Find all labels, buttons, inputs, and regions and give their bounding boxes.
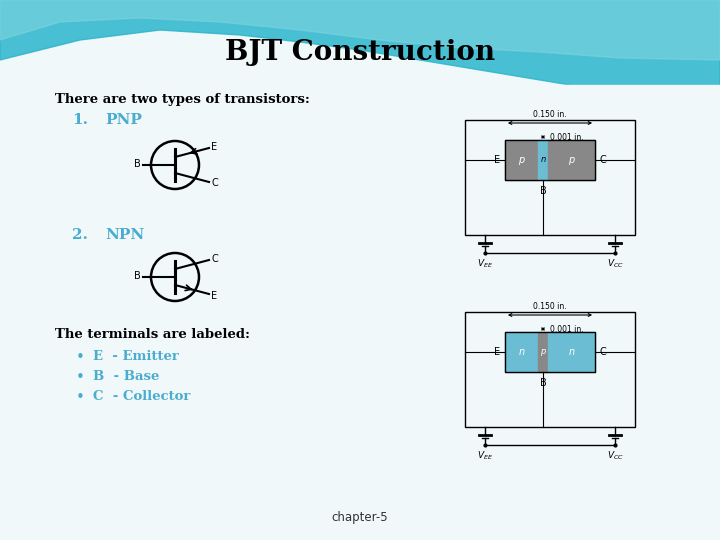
Polygon shape	[0, 85, 720, 540]
Text: PNP: PNP	[105, 113, 142, 127]
Text: E: E	[211, 142, 217, 152]
Text: There are two types of transistors:: There are two types of transistors:	[55, 93, 310, 106]
Text: B: B	[134, 271, 141, 281]
Text: $V_{EE}$: $V_{EE}$	[477, 257, 493, 269]
Text: p: p	[518, 155, 525, 165]
Text: The terminals are labeled:: The terminals are labeled:	[55, 328, 250, 341]
Text: •: •	[76, 389, 84, 404]
Text: B: B	[134, 159, 141, 169]
Text: C: C	[600, 347, 607, 357]
Text: p: p	[568, 155, 575, 165]
Bar	[505, 140, 595, 180]
Bar	[465, 312, 635, 427]
Bar	[465, 120, 635, 235]
Text: E: E	[494, 155, 500, 165]
Text: B: B	[539, 378, 546, 388]
Text: chapter-5: chapter-5	[332, 511, 388, 524]
Text: E  - Emitter: E - Emitter	[93, 350, 179, 363]
Bar	[505, 140, 538, 180]
Polygon shape	[0, 0, 720, 95]
Text: 2.: 2.	[72, 228, 88, 242]
Text: n: n	[541, 156, 546, 165]
Text: p: p	[540, 348, 546, 356]
Bar	[505, 332, 538, 372]
Polygon shape	[0, 0, 720, 60]
Text: 0.150 in.: 0.150 in.	[534, 110, 567, 119]
Text: C: C	[600, 155, 607, 165]
Bar	[548, 332, 595, 372]
Text: E: E	[211, 291, 217, 301]
Text: C  - Collector: C - Collector	[93, 390, 190, 403]
Text: $V_{EE}$: $V_{EE}$	[477, 449, 493, 462]
Text: BJT Construction: BJT Construction	[225, 39, 495, 66]
Text: B  - Base: B - Base	[93, 370, 159, 383]
Bar	[505, 332, 595, 372]
Text: 0.150 in.: 0.150 in.	[534, 302, 567, 311]
Text: $V_{CC}$: $V_{CC}$	[606, 257, 624, 269]
Text: n: n	[568, 347, 575, 357]
Bar	[538, 140, 548, 180]
Text: 0.001 in.: 0.001 in.	[550, 325, 584, 334]
Text: 1.: 1.	[72, 113, 88, 127]
Text: B: B	[539, 186, 546, 196]
Bar	[548, 140, 595, 180]
Text: •: •	[76, 349, 84, 364]
Bar	[538, 332, 548, 372]
Text: C: C	[211, 178, 217, 188]
Text: C: C	[211, 254, 217, 264]
Text: •: •	[76, 369, 84, 384]
Text: n: n	[518, 347, 525, 357]
Text: NPN: NPN	[105, 228, 144, 242]
Text: 0.001 in.: 0.001 in.	[550, 132, 584, 141]
Text: E: E	[494, 347, 500, 357]
Text: $V_{CC}$: $V_{CC}$	[606, 449, 624, 462]
